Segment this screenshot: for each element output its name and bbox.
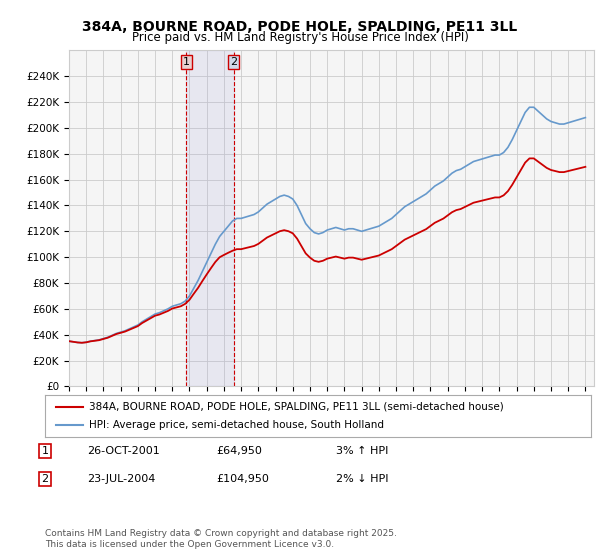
Text: 2: 2 [230, 57, 237, 67]
Bar [187, 50, 233, 386]
Text: 2: 2 [41, 474, 49, 484]
Text: 26-OCT-2001: 26-OCT-2001 [87, 446, 160, 456]
Text: 3% ↑ HPI: 3% ↑ HPI [336, 446, 388, 456]
Text: £64,950: £64,950 [216, 446, 262, 456]
Text: Contains HM Land Registry data © Crown copyright and database right 2025.
This d: Contains HM Land Registry data © Crown c… [45, 529, 397, 549]
Text: £104,950: £104,950 [216, 474, 269, 484]
Text: 1: 1 [41, 446, 49, 456]
Text: Price paid vs. HM Land Registry's House Price Index (HPI): Price paid vs. HM Land Registry's House … [131, 31, 469, 44]
Text: 23-JUL-2004: 23-JUL-2004 [87, 474, 155, 484]
Text: 1: 1 [183, 57, 190, 67]
Text: 384A, BOURNE ROAD, PODE HOLE, SPALDING, PE11 3LL (semi-detached house): 384A, BOURNE ROAD, PODE HOLE, SPALDING, … [89, 402, 503, 412]
Text: 384A, BOURNE ROAD, PODE HOLE, SPALDING, PE11 3LL: 384A, BOURNE ROAD, PODE HOLE, SPALDING, … [82, 20, 518, 34]
Text: HPI: Average price, semi-detached house, South Holland: HPI: Average price, semi-detached house,… [89, 420, 383, 430]
Text: 2% ↓ HPI: 2% ↓ HPI [336, 474, 389, 484]
